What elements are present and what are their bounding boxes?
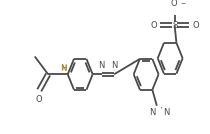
Text: O: O <box>150 21 157 29</box>
Text: ⁺: ⁺ <box>159 107 162 112</box>
Text: O: O <box>35 95 42 104</box>
Text: N: N <box>163 108 169 118</box>
Text: N: N <box>98 61 105 70</box>
Text: −: − <box>180 0 185 5</box>
Text: N: N <box>149 108 155 118</box>
Text: N: N <box>111 61 117 70</box>
Text: H: H <box>62 65 67 71</box>
Text: S: S <box>172 21 177 29</box>
Text: O: O <box>192 21 199 29</box>
Text: O: O <box>171 0 177 8</box>
Text: N: N <box>60 64 67 73</box>
